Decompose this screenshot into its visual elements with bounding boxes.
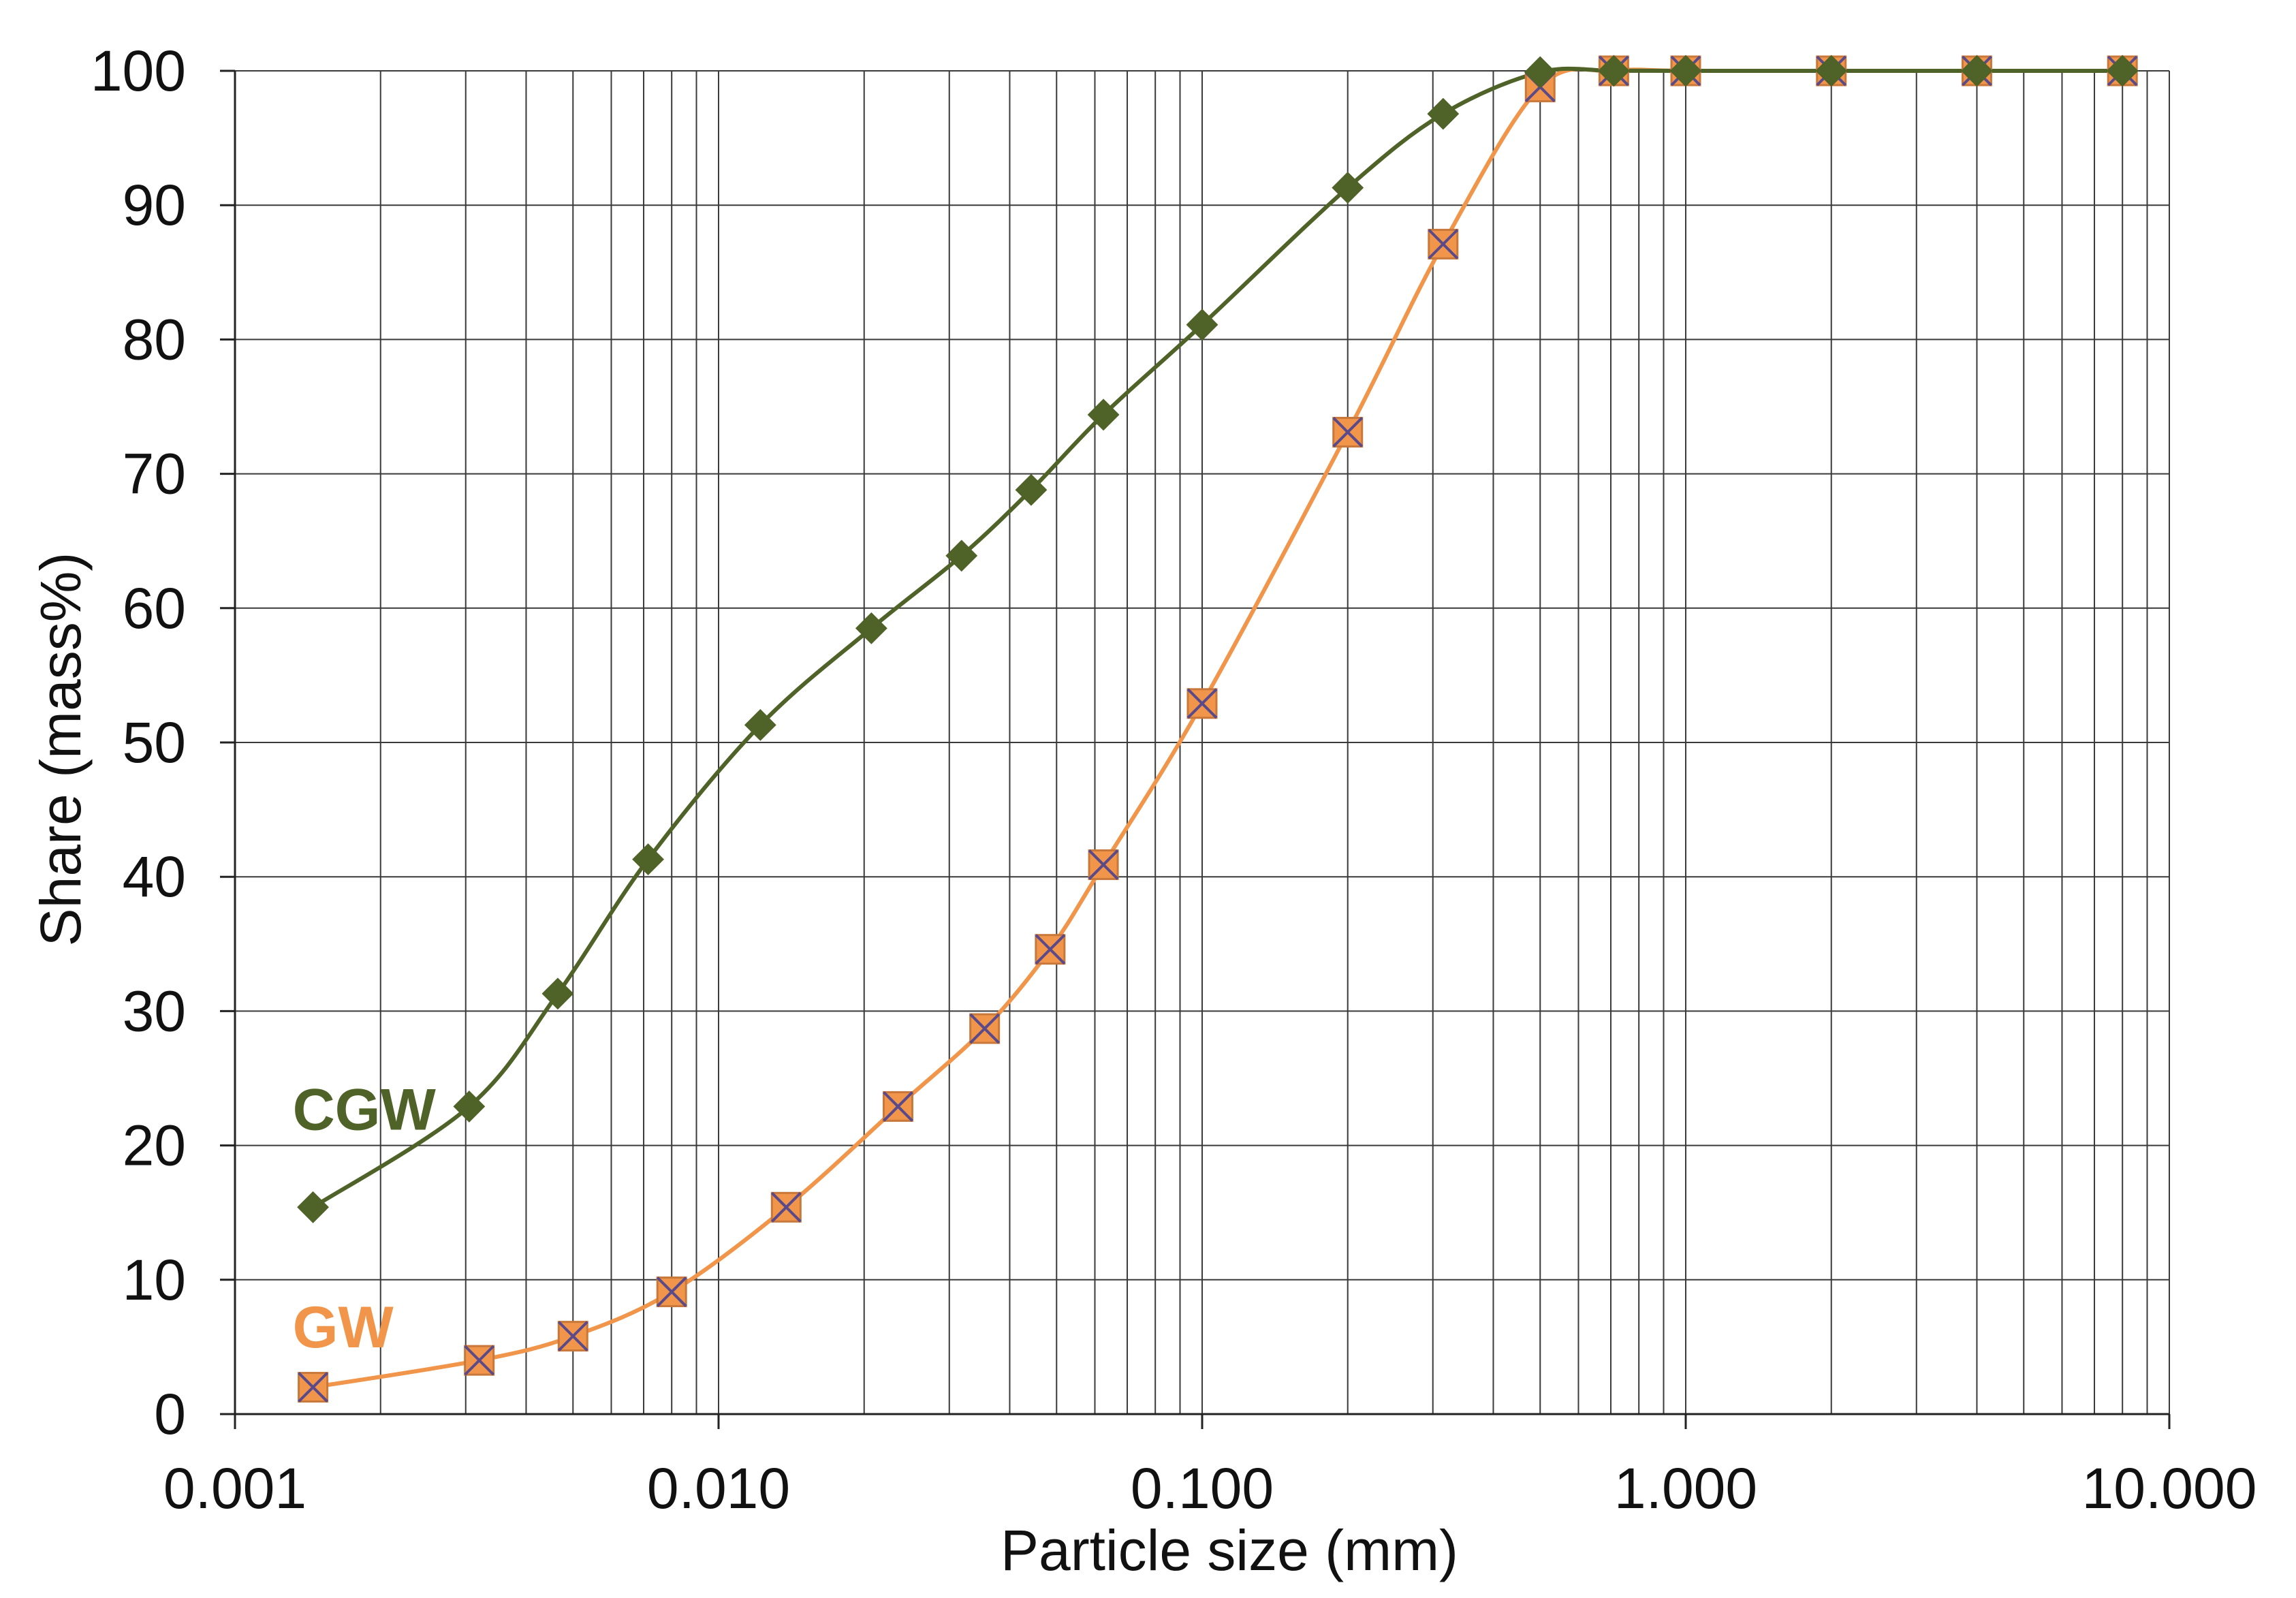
axes — [220, 69, 2171, 1429]
y-tick-label: 50 — [123, 710, 186, 774]
series-line-gw — [313, 67, 2123, 1390]
marker-cross — [1332, 417, 1364, 448]
marker-cross — [883, 1091, 913, 1122]
y-tick-label: 40 — [123, 845, 186, 909]
marker-cross — [298, 1372, 328, 1403]
data-point-gw — [1088, 849, 1119, 880]
data-point-gw — [1035, 934, 1066, 965]
marker-cross — [1428, 228, 1459, 260]
marker-cross — [969, 1013, 1001, 1044]
y-tick-label: 30 — [123, 979, 186, 1043]
data-point-cgw — [1961, 54, 1993, 87]
marker-cross — [557, 1321, 588, 1352]
data-point-gw — [1186, 688, 1218, 719]
data-point-cgw — [1332, 172, 1364, 204]
data-point-cgw — [297, 1191, 329, 1223]
x-tick-labels: 0.001 0.010 0.100 1.000 10.000 — [163, 1456, 2257, 1520]
data-point-cgw — [453, 1090, 486, 1123]
x-axis-title: Particle size (mm) — [1001, 1518, 1458, 1582]
data-point-cgw — [1597, 54, 1630, 87]
y-tick-label: 10 — [123, 1248, 186, 1312]
series-labels: CGW GW — [293, 1077, 437, 1360]
series-markers — [297, 54, 2139, 1403]
x-tick-label: 1.000 — [1614, 1456, 1757, 1520]
x-tick-label: 0.100 — [1131, 1456, 1274, 1520]
data-point-cgw — [744, 708, 776, 741]
series-label-gw: GW — [293, 1295, 394, 1360]
marker-cross — [770, 1191, 802, 1223]
series-label-cgw: CGW — [293, 1077, 437, 1142]
y-tick-label: 60 — [123, 576, 186, 640]
data-point-cgw — [2106, 54, 2139, 87]
y-tick-label: 80 — [123, 307, 186, 371]
data-point-cgw — [1815, 54, 1848, 87]
series-line-cgw — [311, 66, 2123, 1209]
marker-cross — [1035, 934, 1066, 965]
data-point-cgw — [632, 843, 664, 875]
data-point-cgw — [855, 612, 887, 644]
marker-cross — [1088, 849, 1119, 880]
data-point-gw — [656, 1276, 687, 1308]
y-tick-label: 0 — [154, 1382, 186, 1446]
data-point-cgw — [1186, 309, 1218, 341]
data-point-gw — [298, 1372, 329, 1403]
y-tick-label: 70 — [123, 442, 186, 506]
series-lines — [311, 66, 2123, 1390]
y-tick-label: 100 — [91, 39, 186, 103]
data-point-cgw — [1427, 97, 1460, 130]
data-point-gw — [557, 1321, 588, 1352]
x-tick-label: 0.001 — [163, 1456, 306, 1520]
x-tick-label: 10.000 — [2082, 1456, 2257, 1520]
marker-cross — [464, 1345, 495, 1376]
data-point-gw — [770, 1191, 802, 1223]
y-axis-title: Share (mass%) — [29, 552, 93, 947]
data-point-cgw — [1524, 56, 1556, 89]
marker-cross — [656, 1276, 687, 1307]
data-point-gw — [464, 1345, 495, 1376]
data-point-gw — [1428, 228, 1459, 260]
data-point-gw — [969, 1013, 1001, 1044]
data-point-cgw — [541, 977, 574, 1010]
marker-cross — [1186, 688, 1218, 719]
data-point-gw — [882, 1091, 913, 1122]
grid — [234, 70, 2170, 1415]
x-tick-label: 0.010 — [647, 1456, 790, 1520]
data-point-cgw — [1087, 398, 1120, 431]
y-tick-labels: 0 10 20 30 40 50 60 70 80 90 100 — [91, 39, 186, 1446]
data-point-cgw — [945, 539, 978, 572]
y-tick-label: 90 — [123, 173, 186, 237]
data-point-gw — [1332, 416, 1364, 448]
data-point-cgw — [1669, 54, 1702, 87]
data-point-cgw — [1015, 473, 1048, 506]
y-tick-label: 20 — [123, 1114, 186, 1178]
